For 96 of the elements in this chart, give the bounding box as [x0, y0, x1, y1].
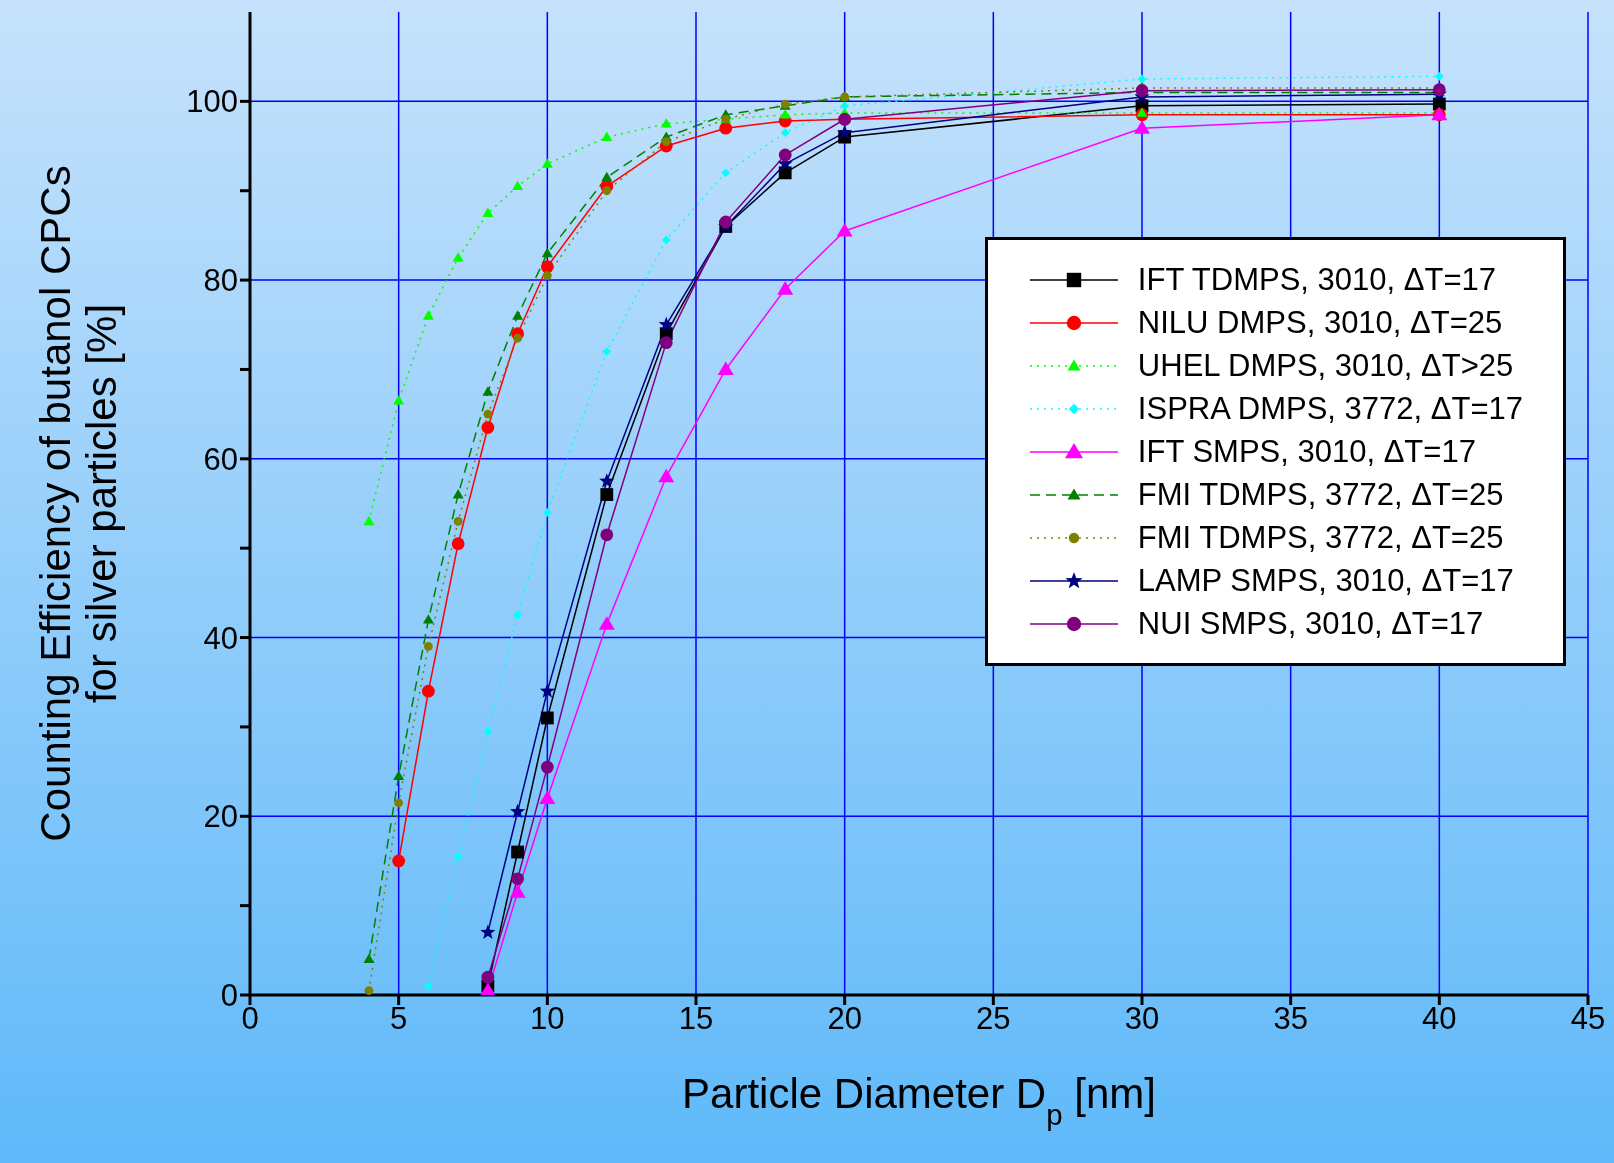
point: [661, 235, 671, 245]
x-tick-label: 15: [678, 1001, 714, 1037]
x-tick-label: 5: [390, 1001, 408, 1037]
x-tick-label: 25: [976, 1001, 1011, 1037]
y-tick-label: 40: [203, 620, 238, 656]
x-tick-label: 45: [1570, 1001, 1606, 1037]
point: [482, 386, 494, 396]
point: [424, 981, 433, 991]
point: [777, 281, 794, 295]
point: [1136, 107, 1148, 117]
y-axis-title: Counting Efficiency of butanol CPCs for silver particles [%]: [32, 165, 125, 842]
x-axis-title: Particle Diameter D$_{p}$ [nm]: [682, 1070, 1156, 1131]
legend-label: NUI SMPS, 3010, ΔT=17: [1137, 605, 1484, 642]
point: [424, 642, 433, 651]
point: [540, 260, 554, 274]
point: [394, 798, 404, 808]
legend-label: UHEL DMPS, 3010, ΔT>25: [1137, 347, 1514, 384]
point: [481, 970, 495, 984]
legend-label: ISPRA DMPS, 3772, ΔT=17: [1137, 390, 1523, 427]
point: [364, 986, 374, 995]
point: [659, 336, 673, 350]
point: [837, 124, 853, 140]
legend-label: FMI TDMPS, 3772, ΔT=25: [1137, 476, 1504, 513]
y-tick-label: 60: [203, 441, 238, 477]
point: [452, 252, 464, 262]
y-tick-label: 80: [203, 263, 238, 299]
point: [512, 310, 524, 320]
legend-label: IFT SMPS, 3010, ΔT=17: [1137, 433, 1476, 470]
point: [452, 489, 464, 499]
point: [363, 515, 375, 526]
point: [541, 247, 553, 258]
point: [483, 726, 493, 736]
point: [1434, 71, 1444, 81]
point: [660, 118, 672, 128]
point: [542, 508, 552, 517]
point: [513, 333, 522, 343]
point: [392, 854, 406, 868]
point: [599, 473, 615, 488]
point: [511, 845, 524, 859]
point: [539, 790, 556, 804]
point: [453, 516, 463, 526]
point: [780, 128, 790, 138]
point: [601, 171, 613, 182]
point: [481, 421, 495, 434]
point: [512, 180, 524, 191]
x-tick-label: 35: [1273, 1001, 1308, 1037]
point: [393, 770, 405, 780]
point: [1134, 120, 1150, 134]
point: [721, 168, 731, 178]
point: [451, 537, 465, 551]
point: [393, 395, 405, 405]
legend-label: IFT TDMPS, 3010, ΔT=17: [1137, 261, 1496, 298]
x-tick-label: 30: [1124, 1001, 1160, 1037]
point: [422, 684, 435, 698]
point: [779, 109, 791, 119]
legend-label: NILU DMPS, 3010, ΔT=25: [1137, 304, 1503, 341]
point: [422, 614, 434, 624]
point: [480, 924, 496, 939]
point: [601, 131, 613, 141]
point: [658, 316, 674, 332]
point: [661, 137, 671, 146]
point: [600, 488, 614, 501]
point: [719, 121, 733, 135]
point: [539, 683, 555, 698]
y-tick-label: 0: [220, 978, 238, 1014]
point: [602, 347, 612, 356]
point: [541, 158, 553, 168]
point: [482, 207, 494, 217]
point: [509, 803, 526, 819]
point: [840, 101, 850, 111]
point: [600, 528, 614, 542]
x-tick-label: 40: [1422, 1001, 1457, 1037]
legend-label: LAMP SMPS, 3010, ΔT=17: [1137, 562, 1514, 599]
point: [658, 468, 675, 483]
point: [1137, 74, 1147, 84]
point: [542, 271, 552, 281]
point: [540, 760, 554, 774]
y-tick-label: 100: [186, 84, 238, 120]
point: [422, 310, 434, 320]
point: [717, 361, 734, 376]
legend-label: FMI TDMPS, 3772, ΔT=25: [1137, 519, 1504, 556]
point: [598, 616, 615, 630]
point: [509, 884, 526, 898]
point: [540, 711, 554, 725]
point: [719, 215, 733, 229]
point: [511, 872, 524, 886]
point: [513, 610, 522, 620]
point: [453, 852, 463, 861]
x-tick-label: 20: [827, 1001, 862, 1037]
point: [836, 222, 853, 237]
point: [602, 186, 612, 196]
x-tick-label: 10: [530, 1001, 565, 1037]
point: [778, 148, 792, 162]
point: [363, 953, 375, 964]
point: [483, 409, 493, 419]
y-tick-label: 20: [203, 799, 238, 835]
